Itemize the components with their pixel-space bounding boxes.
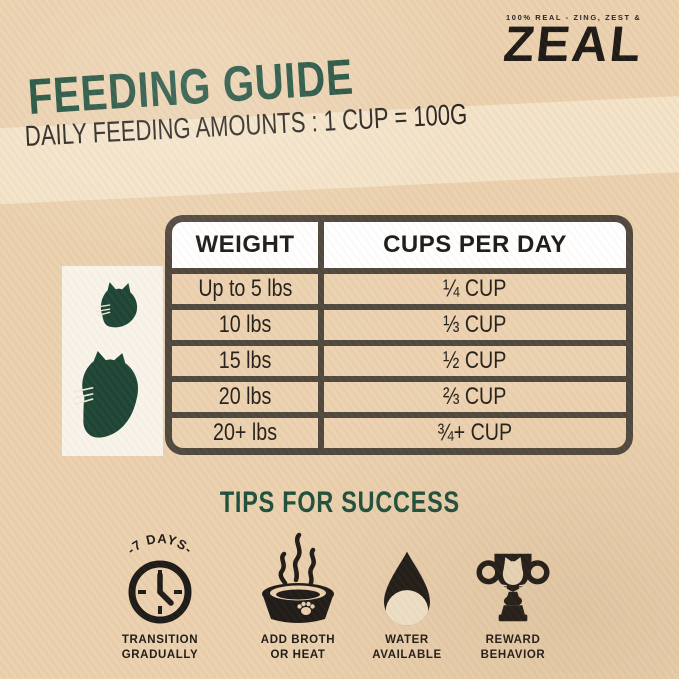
tip-label: REWARD BEHAVIOR <box>480 634 546 661</box>
tip-label: WATER AVAILABLE <box>372 634 442 661</box>
tip-add-broth-or-heat: ADD BROTH OR HEAT <box>232 528 364 663</box>
tip-label: ADD BROTH OR HEAT <box>260 634 336 661</box>
small-cat-silhouette-icon <box>96 282 138 328</box>
tip-transition-gradually: -7 DAYS- TRANSITION GRADUALLY <box>94 528 226 663</box>
table-cell-cups: ½ CUP <box>324 346 626 376</box>
tip-label: TRANSITION GRADUALLY <box>121 634 199 661</box>
table-cell-weight: Up to 5 lbs <box>172 274 318 304</box>
steaming-bowl-icon <box>232 528 364 628</box>
brand-name: ZEAL <box>501 16 646 72</box>
column-header-weight: WEIGHT <box>172 222 318 268</box>
table-cell-weight: 20+ lbs <box>172 418 318 448</box>
column-header-cups: CUPS PER DAY <box>324 222 626 268</box>
table-cell-weight: 15 lbs <box>172 346 318 376</box>
table-cell-cups: ⅓ CUP <box>324 310 626 340</box>
table-cell-weight: 20 lbs <box>172 382 318 412</box>
brand-logo: 100% REAL - ZING, ZEST & ZEAL <box>501 13 646 72</box>
clock-7-days-icon: -7 DAYS- <box>94 528 226 628</box>
tips-title: TIPS FOR SUCCESS <box>219 486 460 519</box>
tip-reward-behavior: REWARD BEHAVIOR <box>447 528 579 663</box>
svg-text:-7 DAYS-: -7 DAYS- <box>124 531 196 557</box>
trophy-cat-icon <box>447 528 579 628</box>
feeding-table: WEIGHT CUPS PER DAY Up to 5 lbs ¼ CUP 10… <box>165 215 633 455</box>
table-cell-cups: ¾+ CUP <box>324 418 626 448</box>
table-cell-weight: 10 lbs <box>172 310 318 340</box>
table-cell-cups: ⅔ CUP <box>324 382 626 412</box>
large-cat-silhouette-icon <box>74 351 138 438</box>
water-droplet-icon <box>341 528 473 628</box>
table-cell-cups: ¼ CUP <box>324 274 626 304</box>
tip-water-available: WATER AVAILABLE <box>341 528 473 663</box>
brand-tagline: 100% REAL - ZING, ZEST & <box>506 13 642 22</box>
